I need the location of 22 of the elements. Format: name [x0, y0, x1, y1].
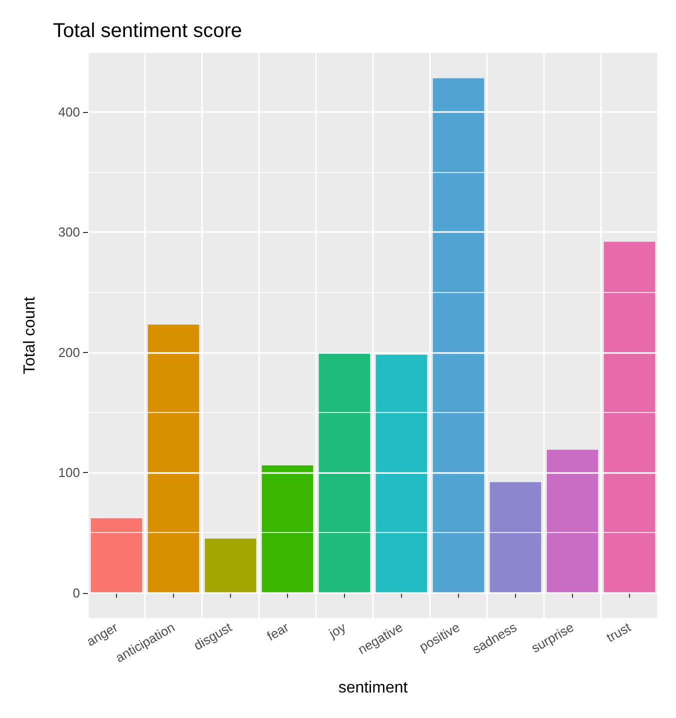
y-tick-label: 0: [72, 585, 80, 600]
bar: [204, 538, 256, 593]
x-tick-label: trust: [604, 619, 634, 646]
bar: [432, 78, 484, 593]
bar: [148, 324, 200, 593]
bar: [546, 450, 598, 593]
x-tick-label: anger: [84, 619, 121, 650]
y-tick-label: 400: [58, 104, 80, 120]
y-tick-label: 100: [58, 465, 80, 480]
bar: [490, 482, 542, 593]
x-tick-label: joy: [326, 619, 349, 642]
bar: [262, 465, 314, 593]
y-axis-title: Total count: [22, 296, 38, 374]
bar: [318, 352, 370, 593]
bar: [90, 518, 142, 593]
x-axis-title: sentiment: [338, 680, 408, 696]
y-tick-label: 200: [58, 344, 80, 360]
chart-title: Total sentiment score: [53, 20, 242, 42]
bar: [604, 242, 656, 593]
x-tick-label: fear: [264, 619, 292, 644]
y-tick-label: 300: [58, 224, 80, 240]
bar: [376, 354, 428, 593]
